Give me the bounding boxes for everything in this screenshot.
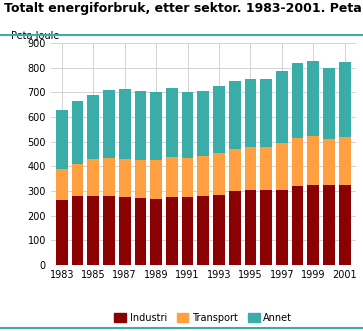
Text: Totalt energiforbruk, etter sektor. 1983-2001. Peta Joule: Totalt energiforbruk, etter sektor. 1983… [4, 2, 363, 15]
Bar [339, 62, 351, 137]
Bar [119, 159, 131, 197]
Bar [72, 164, 83, 196]
Bar [72, 101, 83, 164]
Bar [307, 61, 319, 136]
Bar [197, 91, 209, 156]
Bar [276, 143, 288, 190]
Bar [56, 110, 68, 169]
Bar [292, 138, 303, 186]
Bar [56, 169, 68, 200]
Bar [339, 185, 351, 265]
Bar [135, 198, 146, 265]
Bar [260, 78, 272, 147]
Bar [213, 86, 225, 153]
Bar [292, 63, 303, 138]
Bar [213, 195, 225, 265]
Legend: Industri, Transport, Annet: Industri, Transport, Annet [110, 309, 296, 326]
Bar [182, 92, 193, 158]
Bar [323, 185, 335, 265]
Bar [260, 147, 272, 190]
Bar [119, 89, 131, 159]
Bar [87, 95, 99, 159]
Bar [119, 197, 131, 265]
Bar [56, 200, 68, 265]
Bar [103, 196, 115, 265]
Bar [166, 197, 178, 265]
Bar [229, 149, 241, 191]
Bar [150, 199, 162, 265]
Bar [197, 196, 209, 265]
Bar [87, 196, 99, 265]
Bar [229, 191, 241, 265]
Bar [307, 185, 319, 265]
Bar [292, 186, 303, 265]
Bar [72, 196, 83, 265]
Bar [182, 158, 193, 197]
Bar [150, 92, 162, 160]
Bar [135, 91, 146, 160]
Bar [103, 90, 115, 158]
Bar [245, 78, 256, 147]
Bar [276, 71, 288, 143]
Bar [166, 157, 178, 197]
Bar [150, 160, 162, 199]
Bar [182, 197, 193, 265]
Bar [135, 160, 146, 198]
Bar [260, 190, 272, 265]
Bar [213, 153, 225, 195]
Bar [323, 139, 335, 185]
Bar [339, 137, 351, 185]
Bar [323, 68, 335, 139]
Bar [276, 190, 288, 265]
Bar [245, 147, 256, 190]
Bar [166, 88, 178, 157]
Bar [103, 158, 115, 196]
Bar [87, 159, 99, 196]
Text: Peta Joule: Peta Joule [11, 31, 60, 41]
Bar [245, 190, 256, 265]
Bar [229, 81, 241, 149]
Bar [307, 136, 319, 185]
Bar [197, 156, 209, 196]
